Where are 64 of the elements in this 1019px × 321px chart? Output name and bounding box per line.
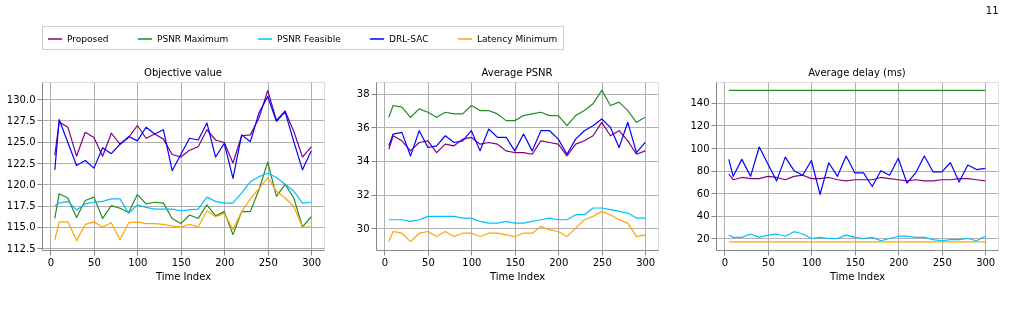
line-series xyxy=(728,173,986,182)
y-tick-label: 117.5 xyxy=(6,200,36,212)
x-tick-label: 250 xyxy=(932,256,952,268)
line-series xyxy=(728,146,986,196)
line-series xyxy=(54,161,312,236)
chart-title: Average delay (ms) xyxy=(808,67,906,78)
y-tick-label: 122.5 xyxy=(6,157,36,169)
y-tick-label: 30 xyxy=(356,222,370,234)
y-tick-label: 120.0 xyxy=(6,178,36,190)
x-tick-label: 300 xyxy=(976,256,996,268)
x-tick-label: 150 xyxy=(845,256,865,268)
x-tick-label: 300 xyxy=(302,256,322,268)
x-tick-label: 0 xyxy=(721,256,729,268)
x-tick-label: 150 xyxy=(171,256,191,268)
x-tick-label: 150 xyxy=(505,256,525,268)
y-tick-label: 40 xyxy=(696,210,710,222)
x-axis-title: Time Index xyxy=(828,270,886,282)
x-axis-title: Time Index xyxy=(154,270,212,282)
legend-label: PSNR Maximum xyxy=(157,34,229,44)
y-tick-label: 115.0 xyxy=(6,221,36,233)
legend-label: Proposed xyxy=(67,34,109,44)
y-tick-label: 38 xyxy=(356,88,370,100)
x-tick-label: 300 xyxy=(636,256,656,268)
x-tick-label: 100 xyxy=(802,256,822,268)
y-tick-label: 125.0 xyxy=(6,136,36,148)
line-series xyxy=(54,89,312,164)
y-tick-label: 34 xyxy=(356,155,370,167)
x-tick-label: 50 xyxy=(422,256,435,268)
line-series xyxy=(388,210,646,243)
y-tick-label: 130.0 xyxy=(6,93,36,105)
x-tick-label: 200 xyxy=(889,256,909,268)
y-tick-label: 20 xyxy=(696,232,710,244)
x-tick-label: 200 xyxy=(215,256,235,268)
x-tick-label: 0 xyxy=(381,256,389,268)
line-series xyxy=(54,95,312,179)
y-tick-label: 80 xyxy=(696,165,710,177)
x-tick-label: 100 xyxy=(128,256,148,268)
line-series xyxy=(388,207,646,224)
y-tick-label: 36 xyxy=(356,121,370,133)
line-series xyxy=(54,172,312,214)
legend-label: Latency Minimum xyxy=(477,34,558,44)
x-tick-label: 100 xyxy=(462,256,482,268)
y-tick-label: 112.5 xyxy=(6,242,36,254)
line-series xyxy=(728,231,986,242)
y-tick-label: 60 xyxy=(696,187,710,199)
text: 11 xyxy=(985,4,999,16)
x-axis-title: Time Index xyxy=(488,270,546,282)
y-tick-label: 100 xyxy=(690,142,710,154)
y-tick-label: 32 xyxy=(356,189,370,201)
legend-label: DRL-SAC xyxy=(389,34,429,44)
y-tick-label: 127.5 xyxy=(6,114,36,126)
chart-title: Objective value xyxy=(144,67,222,78)
y-tick-label: 140 xyxy=(690,97,710,109)
x-tick-label: 250 xyxy=(258,256,278,268)
line-series xyxy=(388,89,646,127)
x-tick-label: 250 xyxy=(592,256,612,268)
x-tick-label: 50 xyxy=(762,256,775,268)
x-tick-label: 200 xyxy=(549,256,569,268)
x-tick-label: 50 xyxy=(88,256,101,268)
legend-label: PSNR Feasible xyxy=(277,34,342,44)
x-tick-label: 0 xyxy=(47,256,55,268)
line-series xyxy=(54,176,312,242)
y-tick-label: 120 xyxy=(690,120,710,131)
chart-title: Average PSNR xyxy=(481,67,553,78)
